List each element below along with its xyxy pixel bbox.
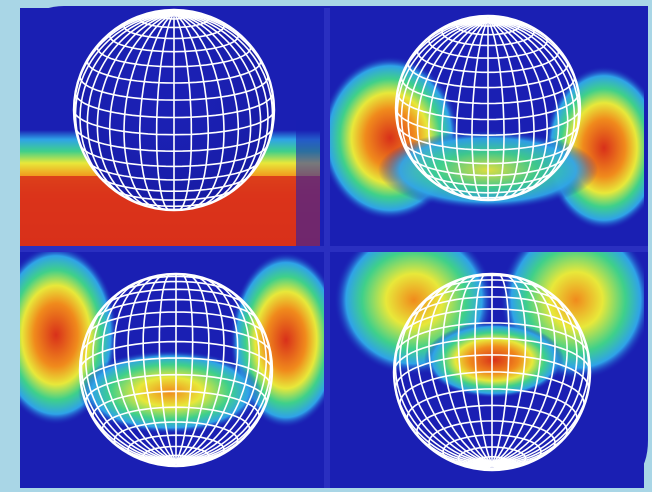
sphere-grid-line xyxy=(175,274,225,463)
sphere-grid-line xyxy=(491,275,542,465)
sphere-outline xyxy=(392,272,592,472)
sphere-grid-line xyxy=(491,277,556,465)
sphere-grid-line xyxy=(155,12,175,211)
sphere-grid-line xyxy=(406,286,493,465)
sphere-grid-line xyxy=(123,12,175,210)
sphere-grid-line xyxy=(127,274,177,463)
sphere-grid-line xyxy=(487,19,535,200)
sphere-grid-line xyxy=(428,19,489,199)
sphere-grid-line xyxy=(113,275,177,463)
panel-bottom-right xyxy=(330,252,644,488)
sphere-grid-line xyxy=(491,273,527,465)
sphere-grid-line xyxy=(84,294,177,463)
sphere-grid-line xyxy=(471,19,489,201)
sphere-grid-line xyxy=(457,273,493,465)
sphere-grid-line xyxy=(175,273,210,463)
sphere-grid-line xyxy=(175,279,251,463)
divider-vertical xyxy=(324,8,330,488)
sphere-grid-line xyxy=(86,12,175,203)
wireframe-sphere-icon xyxy=(392,272,592,472)
sphere-grid-line xyxy=(487,19,505,201)
sphere-grid-line xyxy=(416,280,493,465)
sphere-grid-line xyxy=(428,277,493,465)
sphere-grid-line xyxy=(158,273,177,463)
sphere-grid-line xyxy=(487,19,560,195)
sphere-grid-line xyxy=(442,275,493,465)
sphere-grid-line xyxy=(399,298,493,465)
sphere-grid-line xyxy=(491,273,510,465)
panel-bottom-left xyxy=(20,252,324,488)
divider-horizontal xyxy=(20,246,648,252)
sphere-outline xyxy=(394,14,582,202)
sphere-grid-line xyxy=(108,12,175,209)
sphere-grid-line xyxy=(173,12,240,209)
sphere-grid-line xyxy=(173,12,193,211)
sphere-grid-line xyxy=(173,12,209,211)
sphere-grid-line xyxy=(487,19,548,199)
sphere-grid-line xyxy=(491,286,578,465)
panel-top-right xyxy=(330,8,644,246)
wireframe-sphere-icon xyxy=(394,14,582,202)
sphere-grid-line xyxy=(101,279,177,463)
sphere-grid-line xyxy=(487,19,521,201)
sphere-grid-line xyxy=(487,19,576,181)
sphere-grid-line xyxy=(92,282,177,463)
sphere-grid-line xyxy=(175,273,194,463)
wireframe-sphere-icon xyxy=(72,8,276,212)
sphere-grid-line xyxy=(173,12,269,195)
sphere-grid-line xyxy=(173,12,252,207)
sphere-grid-line xyxy=(173,12,262,203)
sphere-grid-line xyxy=(142,273,177,463)
sphere-grid-line xyxy=(416,19,489,195)
sphere-grid-line xyxy=(407,19,489,192)
sphere-grid-line xyxy=(175,275,239,463)
sphere-grid-line xyxy=(173,12,225,210)
panel-top-left xyxy=(20,8,324,246)
sphere-grid-line xyxy=(175,294,268,463)
sphere-grid-line xyxy=(491,298,585,465)
sphere-grid-line xyxy=(441,19,489,200)
sphere-grid-line xyxy=(400,19,489,181)
sphere-grid-line xyxy=(474,273,493,465)
sphere-grid-line xyxy=(139,12,175,211)
sphere-grid-line xyxy=(79,12,175,195)
sphere-outline xyxy=(78,272,274,468)
sphere-grid-line xyxy=(175,282,260,463)
sphere-grid-line xyxy=(455,19,489,201)
wireframe-sphere-icon xyxy=(78,272,274,468)
sphere-grid-line xyxy=(96,12,175,207)
sphere-grid-line xyxy=(491,280,568,465)
sphere-outline xyxy=(72,8,276,212)
sphere-grid-line xyxy=(487,19,569,192)
